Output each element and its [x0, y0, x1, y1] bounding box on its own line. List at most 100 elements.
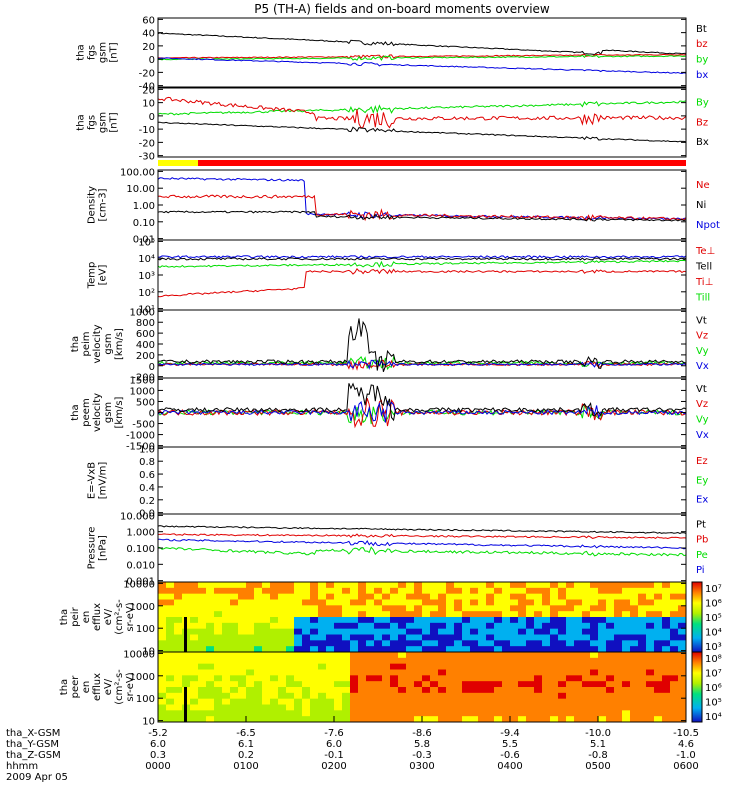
p10-cell: [638, 716, 647, 723]
p9-cell: [214, 611, 223, 618]
p9-cell: [198, 593, 207, 600]
p10-cell: [206, 675, 215, 682]
p9-cell: [198, 605, 207, 612]
p10-cell: [246, 692, 255, 700]
p10-cell: [598, 704, 607, 711]
p9-cell: [398, 611, 407, 618]
p9-cell: [166, 605, 175, 612]
p10-cell: [294, 663, 303, 670]
p10-cell: [502, 698, 511, 705]
p10-cell: [334, 675, 343, 682]
p10-cell: [310, 663, 319, 670]
p9-cell: [214, 628, 223, 635]
p9-cell: [486, 605, 495, 612]
p10-cell: [446, 669, 455, 676]
p10-cell: [342, 657, 351, 665]
p9-cell: [662, 646, 671, 653]
y-axis-label: tha: [76, 114, 87, 130]
y-tick-label: 0.001: [126, 577, 155, 588]
p9-cell: [174, 617, 183, 624]
x-tick-label: 5.5: [502, 739, 518, 750]
p10-cell: [270, 698, 279, 705]
p10-cell: [390, 716, 399, 723]
p10-cell: [478, 687, 487, 694]
p9-cell: [446, 599, 455, 606]
legend-entry: Bt: [696, 24, 707, 35]
p9-cell: [206, 617, 215, 624]
p10-cell: [174, 704, 183, 711]
p10-cell: [438, 669, 447, 676]
p10-cell: [246, 687, 255, 694]
p9-cell: [422, 622, 431, 630]
p9-cell: [558, 634, 567, 641]
p9-cell: [238, 646, 247, 653]
p10-cell: [566, 669, 575, 676]
legend-entry: Vt: [696, 384, 707, 395]
p10-cell: [558, 652, 567, 659]
y-tick-label: 100: [136, 624, 155, 635]
p10-cell: [558, 698, 567, 705]
p9-cell: [518, 605, 527, 612]
p10-cell: [214, 698, 223, 705]
p10-cell: [582, 657, 591, 665]
p10-cell: [526, 698, 535, 705]
p9-cell: [590, 611, 599, 618]
p10-cell: [382, 675, 391, 682]
p9-cell: [254, 605, 263, 612]
p9-cell: [550, 599, 559, 606]
p9-cell: [606, 605, 615, 612]
p9-cell: [366, 622, 375, 630]
p9-cell: [510, 593, 519, 600]
p6-trace: [157, 382, 687, 422]
p10-cell: [550, 657, 559, 665]
y-axis-label: [mV/m]: [98, 462, 109, 500]
p10-cell: [454, 704, 463, 711]
y-tick-label: 1000: [130, 386, 155, 397]
p9-cell: [438, 640, 447, 647]
p10-cell: [678, 698, 687, 705]
p9-cell: [654, 611, 663, 618]
p9-cell: [526, 628, 535, 635]
p10-cell: [446, 698, 455, 705]
p10-cell: [566, 698, 575, 705]
p9-cell: [646, 622, 655, 630]
p10-cell: [590, 652, 599, 659]
p9-cell: [414, 617, 423, 624]
p10-cell: [398, 663, 407, 670]
p9-cell: [670, 646, 679, 653]
p10-cell: [542, 692, 551, 700]
p9-cell: [262, 605, 271, 612]
p10-cell: [662, 698, 671, 705]
p9-cell: [566, 605, 575, 612]
p10-cell: [310, 669, 319, 676]
p10-cell: [630, 669, 639, 676]
p9-cell: [358, 634, 367, 641]
p9-cell: [430, 611, 439, 618]
p10-cell: [494, 669, 503, 676]
p9-cell: [174, 605, 183, 612]
p9-cell: [358, 617, 367, 624]
p9-cell: [678, 582, 687, 589]
p10-cell: [566, 692, 575, 700]
p9-cell: [246, 593, 255, 600]
p9-cell: [206, 611, 215, 618]
p9-cell: [302, 587, 311, 595]
p10-cell: [230, 716, 239, 723]
p10-cell: [286, 657, 295, 665]
p9-cell: [326, 593, 335, 600]
p9-cell: [630, 587, 639, 595]
p10-cell: [670, 710, 679, 717]
p9-cell: [622, 582, 631, 589]
y-tick-label: 0: [149, 409, 155, 420]
p9-cell: [326, 599, 335, 606]
y-axis-label: en: [81, 681, 92, 694]
p9-cell: [366, 628, 375, 635]
p9-cell: [254, 611, 263, 618]
p9-cell: [286, 617, 295, 624]
p10-cell: [214, 704, 223, 711]
p9-cell: [414, 599, 423, 606]
p10-cell: [614, 669, 623, 676]
p9-cell: [502, 599, 511, 606]
p9-cell: [622, 640, 631, 647]
p10-cell: [670, 692, 679, 700]
